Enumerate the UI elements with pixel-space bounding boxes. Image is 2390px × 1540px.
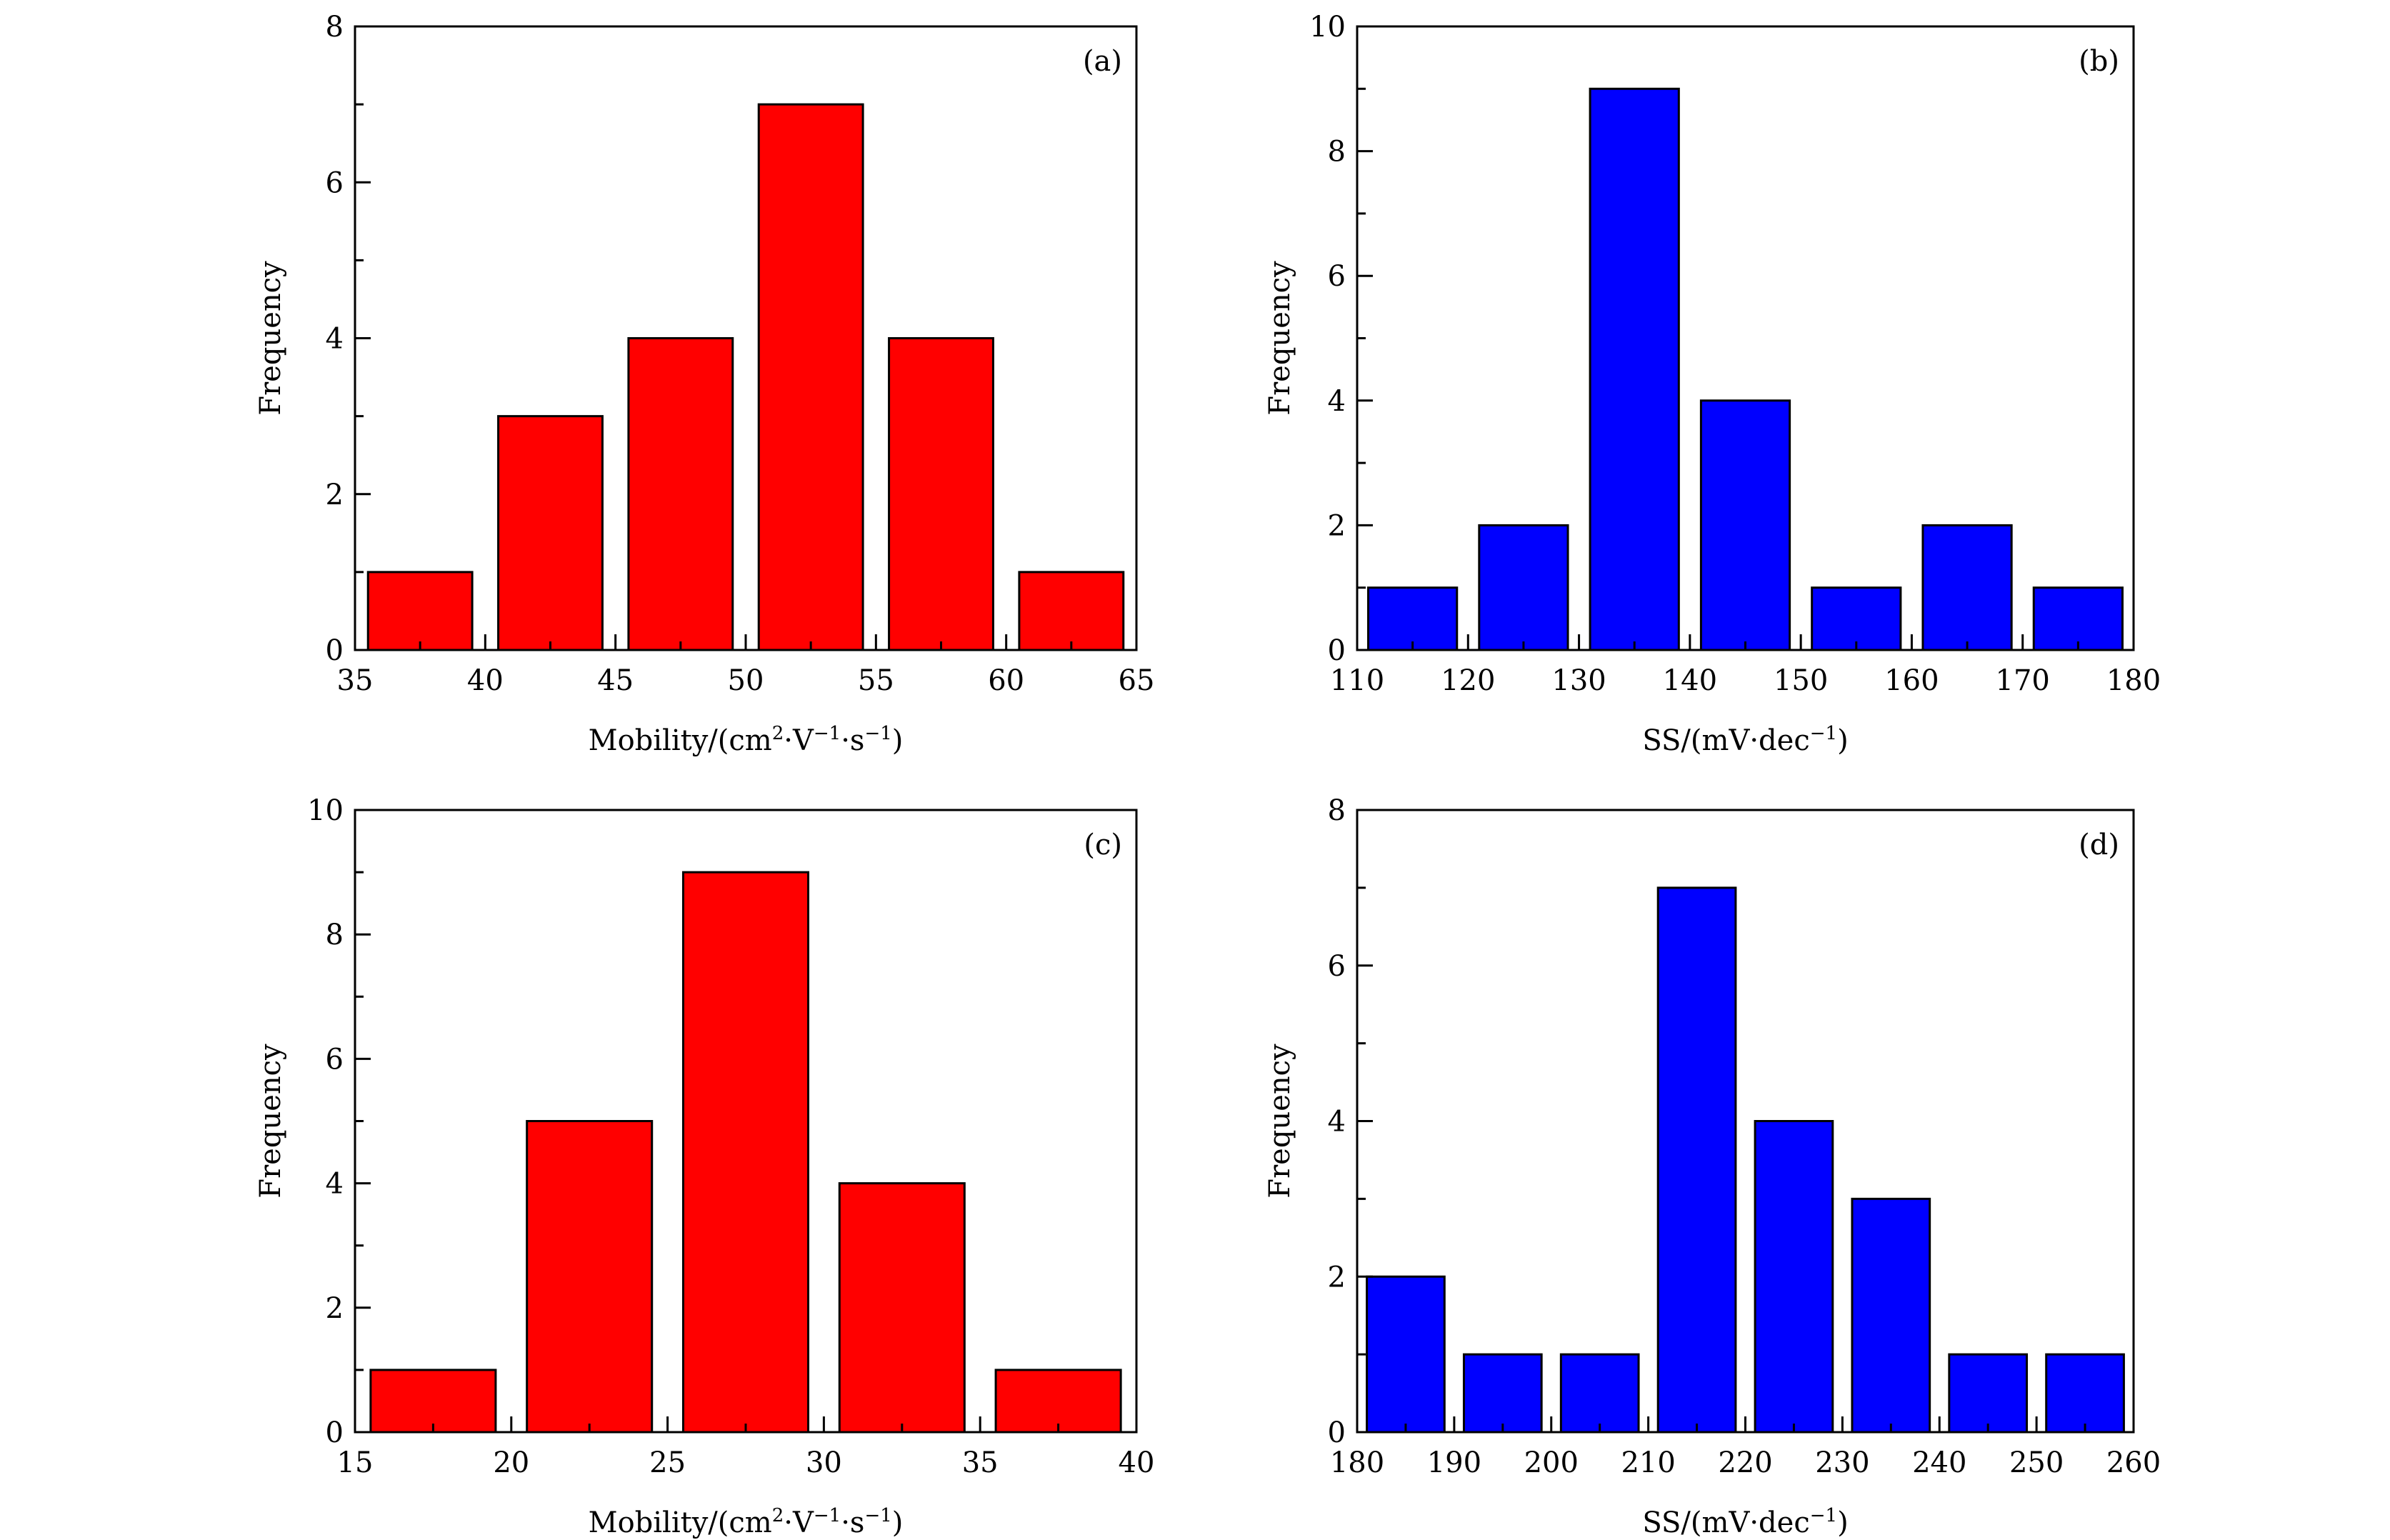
x-tick-label: 170 bbox=[1996, 664, 2050, 697]
x-tick-label: 200 bbox=[1524, 1446, 1579, 1479]
x-tick-label: 30 bbox=[806, 1446, 842, 1479]
y-tick-label: 8 bbox=[1328, 136, 1346, 169]
plot-frame bbox=[354, 25, 1138, 651]
bar bbox=[888, 337, 994, 651]
x-tick-label: 35 bbox=[337, 664, 374, 697]
y-tick-label: 4 bbox=[1328, 385, 1346, 418]
bar bbox=[366, 571, 474, 651]
x-axis-title: Mobility/(cm2·V−1·s−1) bbox=[589, 1505, 904, 1539]
x-tick-label: 180 bbox=[1330, 1446, 1384, 1479]
bar bbox=[681, 871, 810, 1434]
panel-label: (c) bbox=[1084, 829, 1122, 861]
x-tick-label: 260 bbox=[2106, 1446, 2161, 1479]
bar bbox=[1589, 87, 1680, 651]
y-tick-label: 4 bbox=[326, 1168, 344, 1201]
y-tick-label: 0 bbox=[326, 1416, 344, 1449]
y-axis-title: Frequency bbox=[254, 261, 287, 416]
panel-b: 110 120 130 140 150 160 170 180 0 2 4 6 8 10 SS/(mV·de… bbox=[1264, 11, 2161, 757]
x-tick-label: 140 bbox=[1663, 664, 1717, 697]
x-tick-label: 50 bbox=[728, 664, 764, 697]
bar bbox=[369, 1369, 497, 1434]
y-axis-title: Frequency bbox=[254, 1044, 287, 1199]
bar bbox=[497, 415, 604, 651]
bar bbox=[526, 1120, 654, 1434]
bar bbox=[994, 1369, 1122, 1434]
x-tick-label: 25 bbox=[649, 1446, 686, 1479]
x-tick-label: 130 bbox=[1551, 664, 1606, 697]
y-tick-label: 6 bbox=[326, 166, 344, 199]
bar bbox=[1559, 1353, 1640, 1434]
y-axis-title: Frequency bbox=[1264, 1044, 1296, 1199]
bar bbox=[1366, 1275, 1446, 1434]
bar bbox=[1811, 586, 1902, 651]
y-tick-label: 10 bbox=[1309, 11, 1346, 44]
y-tick-label: 6 bbox=[1328, 950, 1346, 983]
y-tick-label: 2 bbox=[326, 479, 344, 511]
x-tick-label: 60 bbox=[988, 664, 1024, 697]
x-tick-label: 120 bbox=[1441, 664, 1495, 697]
x-tick-label: 40 bbox=[1119, 1446, 1155, 1479]
panel-label: (b) bbox=[2079, 45, 2119, 78]
y-tick-label: 6 bbox=[326, 1043, 344, 1076]
y-tick-label: 0 bbox=[1328, 1416, 1346, 1449]
bar bbox=[1367, 586, 1459, 651]
bar bbox=[2045, 1353, 2125, 1434]
y-tick-label: 0 bbox=[326, 634, 344, 667]
x-tick-label: 35 bbox=[962, 1446, 999, 1479]
x-tick-label: 220 bbox=[1718, 1446, 1772, 1479]
x-tick-label: 250 bbox=[2009, 1446, 2064, 1479]
bar bbox=[1948, 1353, 2029, 1434]
y-tick-label: 8 bbox=[326, 919, 344, 951]
y-tick-label: 2 bbox=[1328, 1261, 1346, 1294]
bar bbox=[1851, 1197, 1931, 1434]
bar bbox=[1018, 571, 1125, 651]
y-axis-title: Frequency bbox=[1264, 261, 1296, 416]
y-tick-label: 4 bbox=[326, 323, 344, 356]
x-axis-title: SS/(mV·dec−1) bbox=[1642, 723, 1848, 757]
x-tick-label: 190 bbox=[1427, 1446, 1481, 1479]
bar bbox=[838, 1182, 966, 1434]
bar bbox=[2032, 586, 2124, 651]
bar bbox=[1699, 399, 1791, 651]
bar bbox=[1478, 524, 1569, 651]
x-tick-label: 150 bbox=[1774, 664, 1828, 697]
x-axis-title: Mobility/(cm2·V−1·s−1) bbox=[589, 723, 904, 757]
bar bbox=[1656, 886, 1737, 1434]
y-tick-label: 2 bbox=[1328, 509, 1346, 542]
x-axis-title: SS/(mV·dec−1) bbox=[1642, 1505, 1848, 1539]
bar bbox=[1754, 1120, 1834, 1434]
x-tick-label: 110 bbox=[1330, 664, 1384, 697]
x-tick-label: 210 bbox=[1621, 1446, 1675, 1479]
x-tick-label: 180 bbox=[2106, 664, 2161, 697]
x-tick-label: 45 bbox=[597, 664, 634, 697]
y-tick-label: 10 bbox=[307, 794, 344, 827]
panel-a: 35 40 45 50 55 60 65 0 2 4 6 8 Mobility/(cm2·V−1·s−1… bbox=[254, 11, 1154, 757]
bar bbox=[1921, 524, 2013, 651]
y-tick-label: 2 bbox=[326, 1292, 344, 1325]
y-tick-label: 8 bbox=[1328, 794, 1346, 827]
x-tick-label: 240 bbox=[1912, 1446, 1966, 1479]
panel-d: 180 190 200 210 220 230 240 250 260 0 2 4 6 8 SS/(mV·d… bbox=[1264, 794, 2161, 1539]
x-tick-label: 15 bbox=[337, 1446, 374, 1479]
y-tick-label: 0 bbox=[1328, 634, 1346, 667]
plot-frame bbox=[1356, 809, 2135, 1434]
x-tick-label: 20 bbox=[493, 1446, 529, 1479]
x-tick-label: 65 bbox=[1119, 664, 1155, 697]
bar bbox=[1462, 1353, 1543, 1434]
x-tick-label: 160 bbox=[1884, 664, 1939, 697]
y-tick-label: 6 bbox=[1328, 260, 1346, 293]
y-tick-label: 4 bbox=[1328, 1106, 1346, 1139]
bar bbox=[757, 103, 864, 651]
y-tick-label: 8 bbox=[326, 11, 344, 44]
bar bbox=[627, 337, 734, 651]
x-tick-label: 230 bbox=[1815, 1446, 1869, 1479]
panel-c: 15 20 25 30 35 40 0 2 4 6 8 10 Mobility/(cm2·V−1·s−1… bbox=[254, 794, 1154, 1539]
panel-label: (a) bbox=[1083, 45, 1122, 78]
panel-label: (d) bbox=[2079, 829, 2119, 861]
x-tick-label: 55 bbox=[858, 664, 894, 697]
x-tick-label: 40 bbox=[467, 664, 504, 697]
